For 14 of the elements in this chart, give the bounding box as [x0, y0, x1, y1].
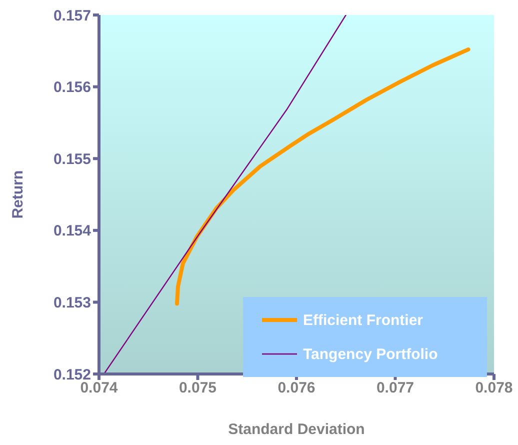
x-axis-title: Standard Deviation [228, 421, 365, 438]
y-tick-label: 0.154 [53, 222, 92, 240]
x-tick-label: 0.075 [178, 380, 217, 397]
x-tick-label: 0.076 [278, 380, 316, 397]
y-tick-label: 0.157 [53, 7, 91, 24]
y-tick-label: 0.155 [53, 150, 91, 168]
x-tick-label: 0.077 [376, 380, 414, 397]
line-series [175, 47, 470, 306]
legend-label: Efficient Frontier [303, 312, 424, 328]
y-tick-label: 0.156 [53, 79, 91, 96]
y-axis-title: Return [9, 170, 26, 219]
legend-label: Tangency Portfolio [303, 346, 438, 362]
x-tick-label: 0.078 [475, 380, 513, 397]
y-tick-label: 0.153 [53, 294, 91, 312]
